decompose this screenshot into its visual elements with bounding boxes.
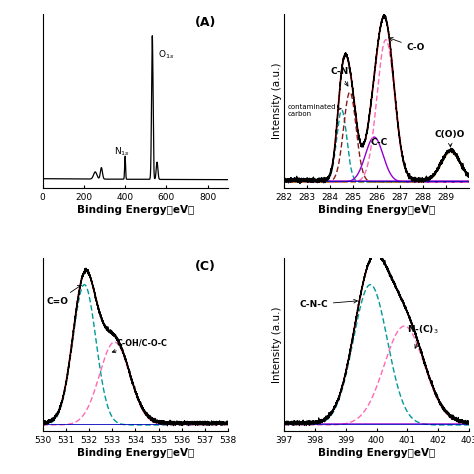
- Text: C-O: C-O: [389, 37, 425, 52]
- Text: C-N: C-N: [330, 67, 348, 86]
- Text: C-N-C: C-N-C: [299, 300, 357, 309]
- X-axis label: Binding Energy（eV）: Binding Energy（eV）: [77, 448, 194, 458]
- X-axis label: Binding Energy（eV）: Binding Energy（eV）: [318, 448, 435, 458]
- Text: N-(C)$_3$: N-(C)$_3$: [408, 323, 439, 348]
- X-axis label: Binding Energy（eV）: Binding Energy（eV）: [77, 205, 194, 215]
- Text: C-C: C-C: [371, 137, 388, 146]
- Y-axis label: Intensity (a.u.): Intensity (a.u.): [273, 306, 283, 383]
- Text: (A): (A): [195, 17, 216, 29]
- Text: C-OH/C-O-C: C-OH/C-O-C: [112, 338, 168, 353]
- Text: O$_{1s}$: O$_{1s}$: [158, 48, 174, 61]
- Text: N$_{1s}$: N$_{1s}$: [114, 146, 130, 158]
- X-axis label: Binding Energy（eV）: Binding Energy（eV）: [318, 205, 435, 215]
- Text: (C): (C): [195, 260, 216, 273]
- Y-axis label: Intensity (a.u.): Intensity (a.u.): [273, 63, 283, 139]
- Text: C(O)O: C(O)O: [435, 130, 465, 147]
- Text: C=O: C=O: [46, 285, 82, 306]
- Text: contaminated
carbon: contaminated carbon: [287, 104, 341, 117]
